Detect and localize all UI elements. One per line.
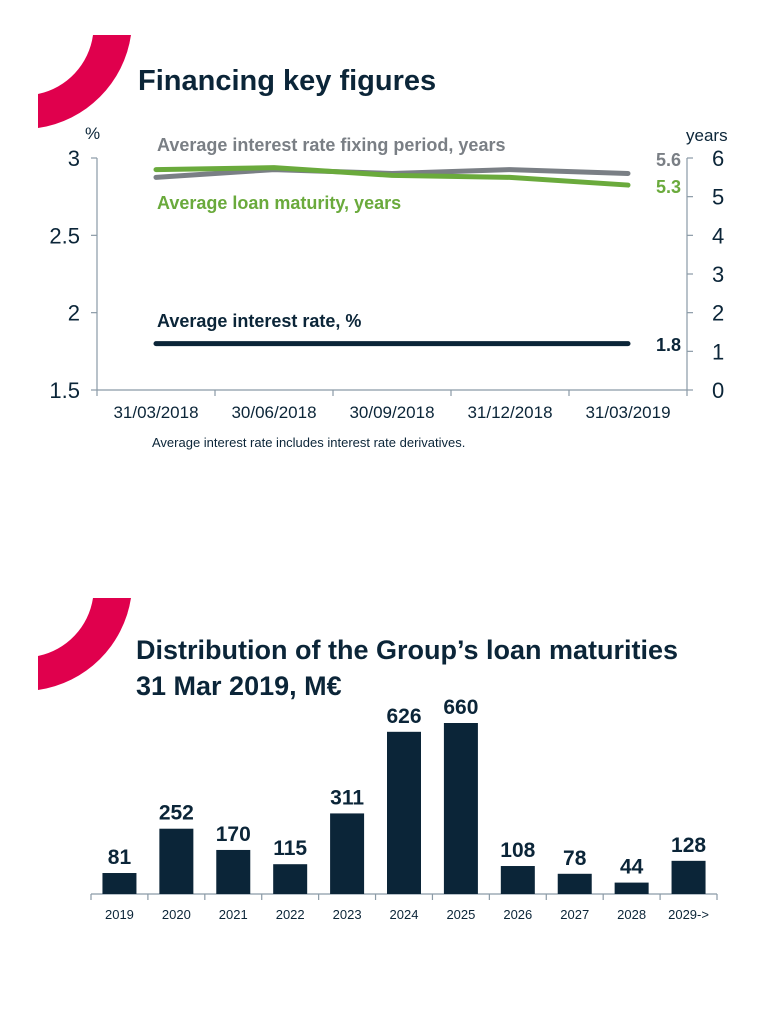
- bar-category-label: 2024: [390, 907, 419, 922]
- bar: [330, 813, 365, 894]
- bar-value-label: 115: [273, 837, 307, 860]
- right-axis-label: years: [686, 126, 728, 145]
- bar-value-label: 660: [443, 696, 478, 719]
- bar-category-label: 2029->: [668, 907, 709, 922]
- bar: [614, 882, 649, 894]
- section2-title-line2: 31 Mar 2019, M€: [136, 671, 342, 701]
- bar-value-label: 626: [386, 705, 421, 728]
- left-tick-label: 2.5: [49, 223, 80, 248]
- series-line: [153, 165, 631, 188]
- bar-value-label: 108: [500, 839, 535, 862]
- x-tick-label: 30/09/2018: [349, 403, 434, 422]
- bar-value-label: 252: [159, 802, 194, 825]
- bar-category-label: 2021: [219, 907, 248, 922]
- series-name-label: Average interest rate fixing period, yea…: [157, 135, 505, 155]
- section2-title-line1: Distribution of the Group’s loan maturit…: [136, 635, 678, 665]
- bar-value-label: 311: [330, 786, 364, 809]
- x-tick-label: 30/06/2018: [231, 403, 316, 422]
- section1-title: Financing key figures: [138, 65, 436, 97]
- bar-value-label: 128: [671, 834, 706, 857]
- series-end-label: 5.3: [656, 177, 681, 197]
- section2-red-arc: [38, 598, 131, 690]
- right-tick-label: 2: [712, 301, 724, 326]
- bar: [557, 873, 592, 894]
- left-tick-label: 1.5: [49, 378, 80, 403]
- left-tick-label: 3: [68, 146, 80, 171]
- bar-category-label: 2020: [162, 907, 191, 922]
- x-tick-label: 31/03/2018: [113, 403, 198, 422]
- bar-category-label: 2026: [503, 907, 532, 922]
- bar: [273, 864, 308, 894]
- x-tick-label: 31/03/2019: [585, 403, 670, 422]
- bar-value-label: 78: [563, 847, 587, 870]
- line-chart: % years 1.5 2 2.5 3 0 1 2 3 4 5 6 31/03/2018 30/06/201…: [49, 124, 727, 450]
- x-tick-label: 31/12/2018: [467, 403, 552, 422]
- series-end-label: 5.6: [656, 150, 681, 170]
- bar: [216, 849, 251, 894]
- section1-red-arc: [38, 35, 131, 128]
- series-end-label: 1.8: [656, 335, 681, 355]
- bar: [387, 731, 421, 894]
- bar: [159, 828, 194, 894]
- bar: [102, 873, 137, 894]
- series-name-label: Average interest rate, %: [157, 311, 361, 331]
- bar-chart: 81 2019 252 2020 170 2021 115 2022 311 2023 626 202…: [90, 696, 718, 922]
- left-axis-label: %: [85, 124, 100, 143]
- line-chart-footnote: Average interest rate includes interest …: [152, 435, 465, 450]
- bar: [443, 723, 478, 894]
- bar-category-label: 2028: [617, 907, 646, 922]
- left-tick-label: 2: [68, 301, 80, 326]
- bar-category-label: 2027: [560, 907, 589, 922]
- bar: [500, 866, 535, 894]
- bar-value-label: 170: [216, 823, 251, 846]
- bar-category-label: 2022: [276, 907, 305, 922]
- bar-category-label: 2023: [333, 907, 362, 922]
- bar-value-label: 44: [620, 856, 644, 879]
- bar-value-label: 81: [108, 846, 132, 869]
- right-tick-label: 0: [712, 378, 724, 403]
- bar: [671, 860, 706, 894]
- series-name-label: Average loan maturity, years: [157, 193, 401, 213]
- right-tick-label: 1: [712, 339, 724, 364]
- right-tick-label: 4: [712, 223, 724, 248]
- bar-category-label: 2019: [105, 907, 134, 922]
- bar-category-label: 2025: [446, 907, 475, 922]
- right-tick-label: 5: [712, 185, 724, 210]
- right-tick-label: 3: [712, 262, 724, 287]
- right-tick-label: 6: [712, 146, 724, 171]
